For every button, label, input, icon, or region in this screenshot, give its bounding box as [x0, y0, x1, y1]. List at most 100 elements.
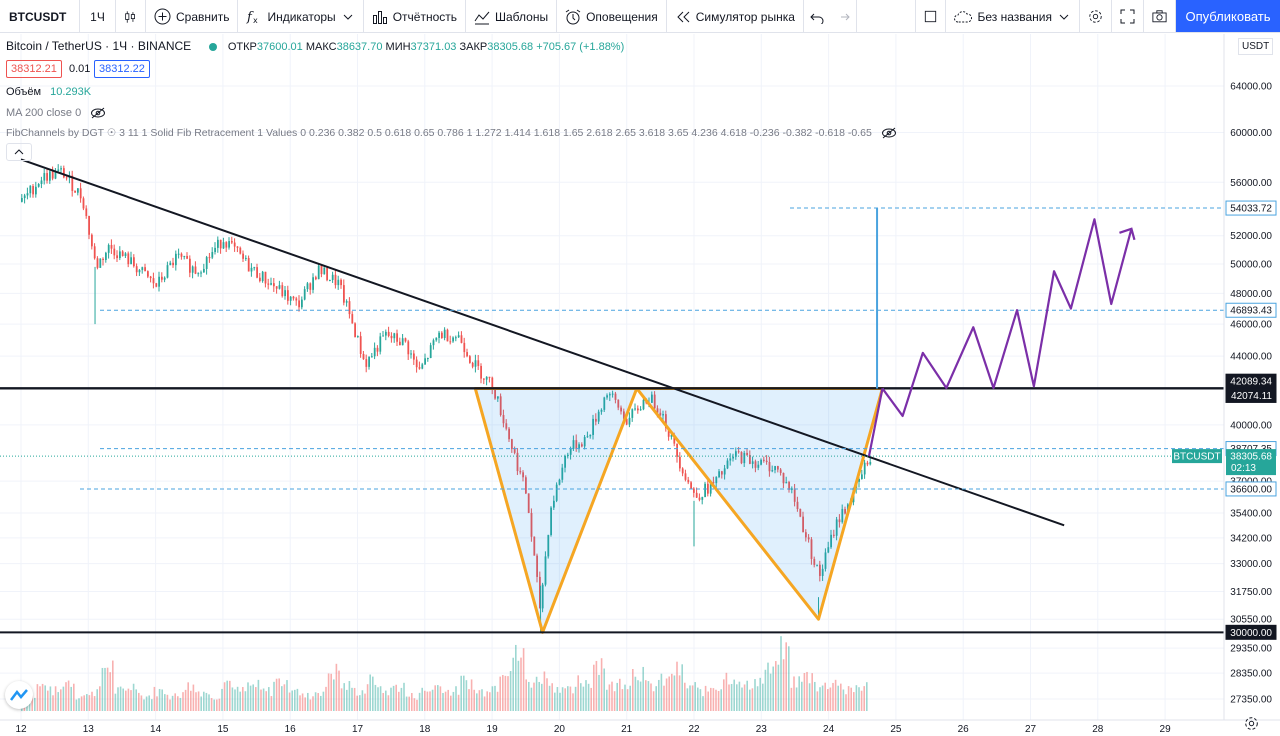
currency-badge[interactable]: USDT: [1238, 38, 1274, 55]
volume-bar: [629, 685, 631, 711]
financials-button[interactable]: Отчётность: [364, 0, 466, 33]
volume-bar: [855, 685, 858, 711]
volume-bar: [52, 695, 54, 711]
left-pattern-triangle[interactable]: [473, 386, 639, 634]
volume-bar: [535, 676, 538, 711]
symbol-search-button[interactable]: BTCUSDT: [0, 0, 80, 33]
volume-bar: [762, 683, 764, 711]
projection-path[interactable]: [881, 218, 1133, 418]
volume-bar: [361, 690, 364, 711]
bid-price-box[interactable]: 38312.21: [6, 60, 62, 78]
chart-type-button[interactable]: [116, 0, 146, 33]
eye-off-icon[interactable]: [90, 107, 106, 119]
price-chart[interactable]: 64000.00 60000.00 56000.00 52000.00 50000.00…: [0, 34, 1280, 736]
candle-body: [427, 358, 429, 360]
fullscreen-button[interactable]: [1112, 0, 1144, 33]
symbol-title: Bitcoin / TetherUS · 1Ч · BINANCE: [6, 39, 192, 53]
fullscreen-layout-button[interactable]: [916, 0, 947, 33]
publish-button[interactable]: Опубликовать: [1176, 0, 1280, 32]
volume-bar: [689, 685, 691, 711]
collapse-legend-button[interactable]: [6, 143, 32, 161]
eye-off-icon[interactable]: [881, 127, 897, 139]
projection-start[interactable]: [867, 388, 884, 457]
candle-body: [558, 479, 561, 485]
volume-bar: [221, 688, 223, 711]
descending-trendline[interactable]: [20, 158, 1065, 527]
candle-body: [707, 483, 709, 494]
undo-icon: [810, 13, 824, 24]
candle-body: [51, 171, 54, 179]
candle-body: [233, 242, 236, 247]
candle-body: [600, 409, 603, 412]
candle-body: [771, 470, 774, 472]
interval-button[interactable]: 1Ч: [80, 0, 116, 33]
volume-bar: [437, 685, 439, 711]
volume-bar: [356, 695, 358, 711]
time-axis[interactable]: 12 13 14 15 16 17 18 19 20 21 22 23 24 25 26 27 28 29: [0, 719, 1280, 736]
candle-body: [46, 173, 48, 181]
volume-bar: [197, 691, 200, 711]
settings-button[interactable]: [1080, 0, 1112, 33]
volume-bar: [710, 687, 712, 711]
ask-price-box[interactable]: 38312.22: [94, 60, 150, 78]
candle-body: [376, 347, 379, 352]
axis-settings-button[interactable]: [1244, 716, 1259, 736]
candle-body: [88, 215, 90, 235]
volume-bar: [681, 664, 683, 711]
candle-body: [824, 552, 827, 569]
price-axis[interactable]: 64000.00 60000.00 56000.00 52000.00 50000.00…: [1172, 34, 1280, 720]
projection-arrow[interactable]: [1119, 227, 1136, 241]
volume-bar: [34, 697, 36, 711]
volume-bar: [546, 678, 548, 711]
volume-bar: [314, 692, 317, 711]
last-price-tag[interactable]: [1226, 449, 1276, 476]
price-tag[interactable]: [1225, 302, 1277, 318]
candle-body: [71, 175, 74, 191]
volume-bar: [639, 681, 642, 711]
volume-bar: [671, 673, 673, 711]
low-value: 37371.03: [410, 41, 457, 53]
candle-body: [589, 434, 592, 437]
cloud-icon: [954, 10, 973, 22]
redo-button[interactable]: [830, 0, 857, 33]
templates-button[interactable]: Шаблоны: [466, 0, 558, 33]
layout-menu-button[interactable]: Без названия: [946, 0, 1080, 33]
price-tag[interactable]: [1225, 481, 1277, 497]
price-tag[interactable]: [1225, 624, 1277, 640]
candle-body: [295, 298, 298, 301]
candle-body: [267, 283, 270, 285]
candle-body: [107, 245, 110, 253]
price-tag[interactable]: [1225, 387, 1277, 403]
volume-bar: [785, 642, 787, 711]
volume-bar: [218, 698, 221, 711]
candle-body: [592, 418, 594, 435]
volume-bar: [413, 698, 416, 711]
volume-bar: [712, 688, 715, 711]
compare-button[interactable]: Сравнить: [146, 0, 239, 33]
undo-button[interactable]: [804, 0, 830, 33]
snapshot-button[interactable]: [1144, 0, 1176, 33]
candle-body: [861, 474, 863, 479]
candle-body: [222, 242, 225, 249]
spread-value: 0.01: [69, 63, 91, 75]
right-pattern-triangle[interactable]: [635, 386, 884, 621]
volume-bar: [291, 690, 293, 711]
tradingview-logo[interactable]: [5, 681, 33, 709]
candle-body: [609, 394, 611, 396]
volume-bar: [234, 689, 236, 711]
volume-bar: [359, 695, 361, 711]
candle-body: [93, 246, 96, 259]
symbol-tag[interactable]: [1172, 449, 1222, 464]
volume-bar: [164, 694, 166, 711]
volume-bar: [117, 687, 119, 711]
alerts-button[interactable]: Оповещения: [557, 0, 667, 33]
volume-bar: [603, 668, 605, 711]
volume-bar: [57, 692, 59, 711]
price-tag[interactable]: [1225, 200, 1277, 216]
date-tick-label: 23: [756, 724, 768, 735]
candle-body: [443, 329, 446, 339]
replay-button[interactable]: Симулятор рынка: [667, 0, 804, 33]
candle-body: [723, 468, 726, 475]
volume-bar: [842, 689, 845, 711]
